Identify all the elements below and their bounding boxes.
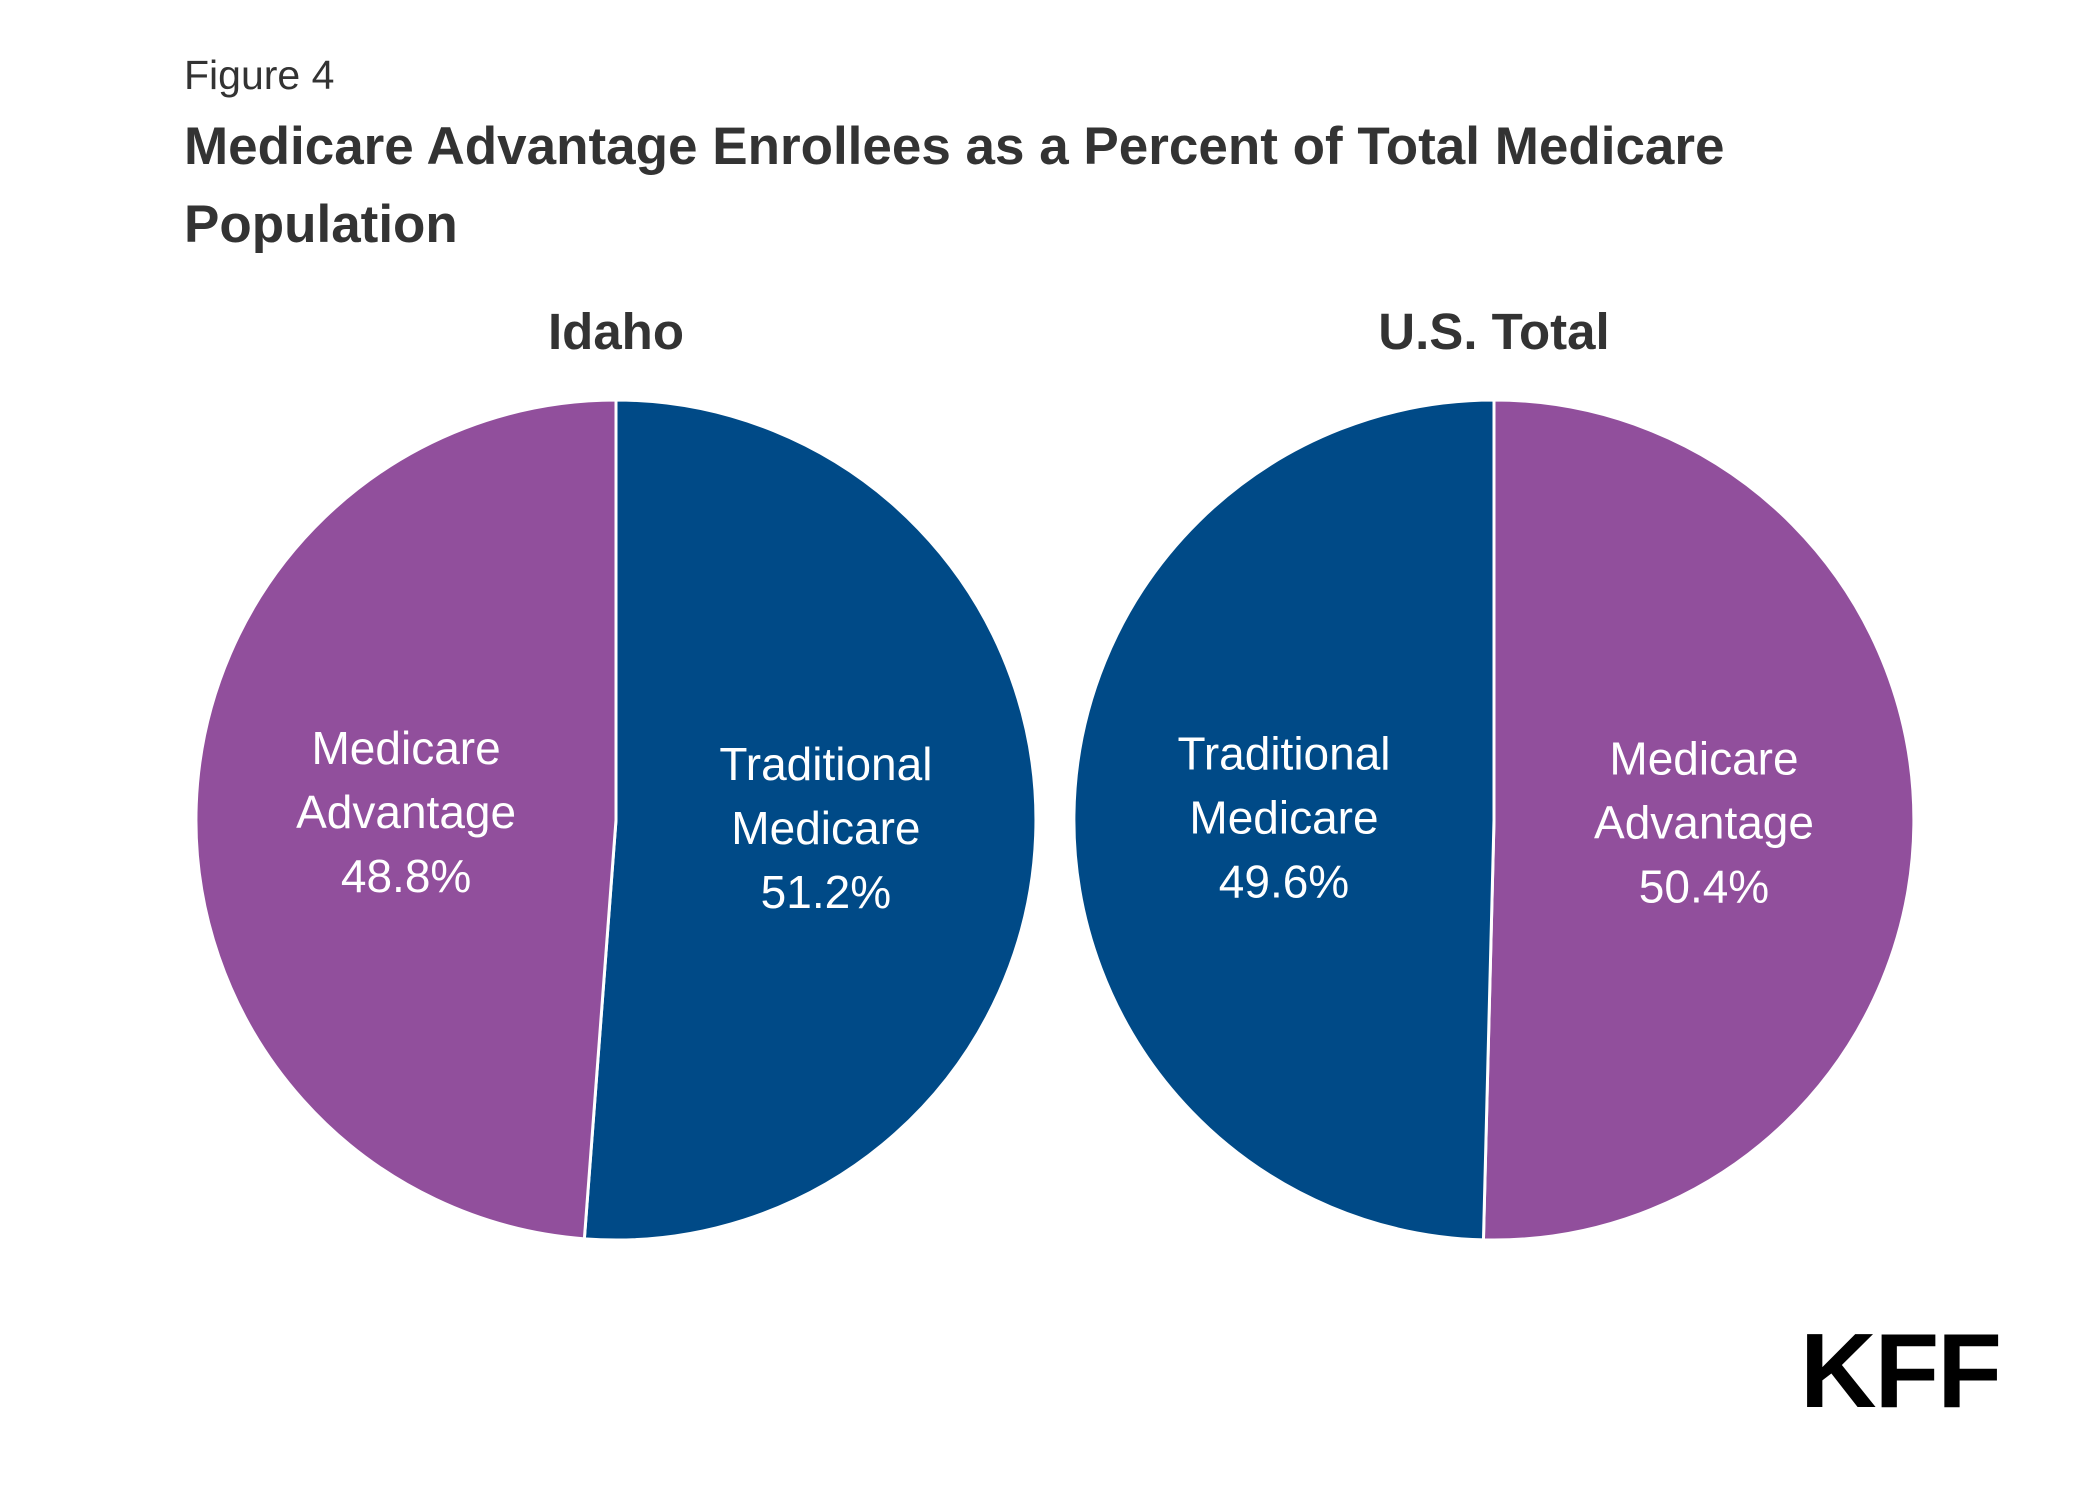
- pie-slice: [194, 398, 618, 1241]
- pie-slice: [1072, 398, 1496, 1242]
- pie-chart-2: U.S. Total Medicare Advantage 50.4% Traditio…: [1072, 303, 1916, 1242]
- slice-label: Traditional Medicare 49.6%: [1177, 727, 1390, 907]
- pie-title: U.S. Total: [1378, 303, 1609, 360]
- slice-label: Medicare Advantage 48.8%: [296, 722, 516, 902]
- pie-slice: [582, 398, 1038, 1242]
- pie-title: Idaho: [548, 303, 684, 360]
- pie-chart-1: Idaho Traditional Medicare 51.2% Medicare Adv…: [194, 303, 1038, 1242]
- slice-label: Traditional Medicare 51.2%: [719, 738, 932, 918]
- kff-logo: KFF: [1800, 1312, 2002, 1430]
- chart-title: Medicare Advantage Enrollees as a Percen…: [184, 117, 1725, 254]
- slice-label: Medicare Advantage 50.4%: [1594, 733, 1814, 913]
- pie-slice: [1481, 398, 1916, 1242]
- figure-label: Figure 4: [184, 52, 335, 98]
